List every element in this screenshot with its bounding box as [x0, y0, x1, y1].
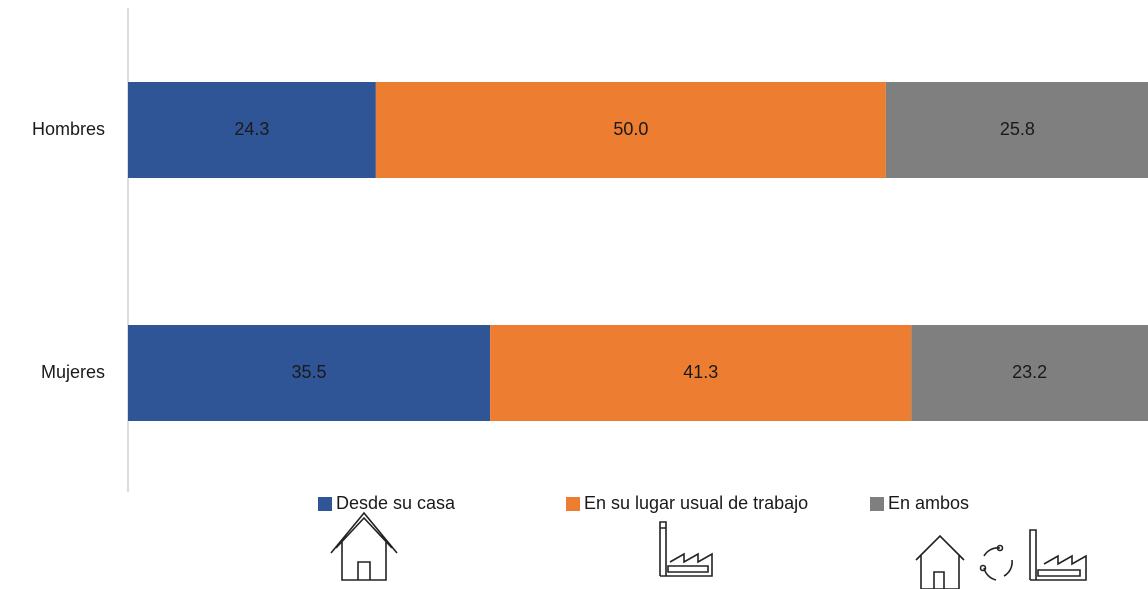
bar-segment	[885, 82, 1148, 178]
icon-house	[330, 511, 398, 581]
legend-label: En su lugar usual de trabajo	[584, 493, 808, 513]
legend-swatch	[318, 497, 332, 511]
data-label: 24.3	[234, 119, 269, 139]
legend-label: Desde su casa	[336, 493, 456, 513]
bar-segment	[128, 325, 491, 421]
data-label: 23.2	[1012, 362, 1047, 382]
icon-both	[915, 529, 1087, 589]
y-tick-label: Mujeres	[41, 362, 105, 382]
icon-factory	[659, 521, 713, 577]
data-label: 41.3	[683, 362, 718, 382]
bar-segment	[128, 82, 376, 178]
y-tick-label: Hombres	[32, 119, 105, 139]
bar-segment	[490, 325, 912, 421]
data-label: 50.0	[613, 119, 648, 139]
legend-swatch	[870, 497, 884, 511]
bar-segment	[375, 82, 886, 178]
legend-label: En ambos	[888, 493, 969, 513]
data-label: 35.5	[292, 362, 327, 382]
data-label: 25.8	[1000, 119, 1035, 139]
bar-segment	[911, 325, 1148, 421]
legend-swatch	[566, 497, 580, 511]
